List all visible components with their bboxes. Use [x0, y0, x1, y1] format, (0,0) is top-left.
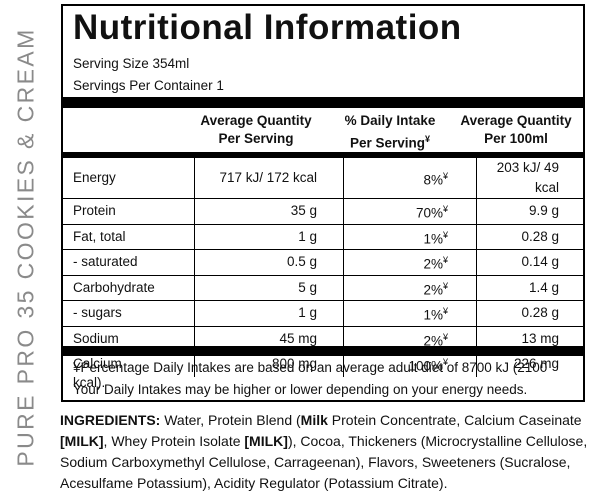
per-serving: 5 g	[194, 274, 344, 301]
servings-per-container: Servings Per Container 1	[73, 78, 224, 93]
daily-value: 1%	[423, 307, 443, 323]
per-100ml: 0.14 g	[476, 249, 583, 275]
nutrient-name: Energy	[73, 170, 116, 185]
nutrient-name: Protein	[63, 198, 195, 224]
ingredient-text: Protein Concentrate, Calcium Caseinate	[327, 412, 582, 428]
per-serving: 0.5 g	[194, 249, 344, 275]
ingredient-text: Water, Protein Blend (	[160, 412, 301, 428]
header-line: Per Serving¥	[325, 130, 455, 153]
header-text: Per 100ml	[484, 131, 548, 146]
nutrient-name: - saturated	[63, 249, 195, 275]
footnote-marker: ¥	[442, 229, 448, 240]
per-serving: 717 kJ/ 172 kcal	[194, 158, 344, 199]
daily-value: 2%	[423, 256, 443, 272]
daily-value: 2%	[423, 333, 443, 348]
title: Nutritional Information	[73, 8, 462, 47]
ingredient-text: , Whey Protein Isolate	[103, 433, 245, 449]
nutrient-name: - sugars	[63, 300, 195, 326]
header-line: Average Quantity	[181, 112, 331, 130]
daily-value: 1%	[423, 231, 443, 246]
header-line: Average Quantity	[451, 112, 581, 130]
footnote-marker: ¥	[442, 255, 448, 265]
footnote-marker: ¥	[442, 306, 448, 316]
nutrient-row: Energy 717 kJ/ 172 kcal 8%¥ 203 kJ/ 49 kcal	[63, 158, 583, 199]
nutrient-row: Carbohydrate 5 g 2%¥ 1.4 g	[63, 274, 583, 301]
daily-intake: 1%¥	[343, 223, 477, 250]
side-label: PURE PRO 35 COOKIES & CREAM	[12, 27, 39, 467]
serving-size: Serving Size 354ml	[73, 56, 190, 71]
header-line: Per Serving	[181, 130, 331, 148]
ingredient-text: INGREDIENTS:	[60, 412, 161, 428]
divider	[63, 152, 583, 158]
daily-value: 2%	[423, 282, 443, 297]
daily-value: 100%	[408, 358, 443, 374]
per-100ml: 0.28 g	[476, 300, 583, 326]
header-line: Per 100ml	[451, 130, 581, 148]
header-text: Per Serving	[349, 135, 426, 151]
nutrient-name: Carbohydrate	[63, 274, 195, 301]
divider	[63, 97, 583, 108]
nutrient-row: Fat, total 1 g 1%¥ 0.28 g	[63, 223, 583, 250]
per-serving: 1 g	[194, 223, 344, 250]
divider	[63, 346, 583, 356]
header-line: % Daily Intake	[325, 112, 455, 130]
header-text: Average Quantity	[460, 113, 572, 128]
daily-intake: 2%¥	[343, 249, 477, 275]
nutrition-panel: Nutritional Information Serving Size 354…	[61, 4, 585, 402]
nutrient-row: Protein 35 g 70%¥ 9.9 g	[63, 198, 583, 224]
header-cell: Average Quantity Per Serving	[181, 112, 331, 148]
nutrient-row: - saturated 0.5 g 2%¥ 0.14 g	[63, 249, 583, 275]
per-serving: 1 g	[194, 300, 344, 326]
ingredient-text: ), Cocoa, Thickeners (Microcrystalline C…	[60, 433, 588, 491]
header-text: Per Serving	[218, 131, 294, 146]
header-cell: % Daily Intake Per Serving¥	[325, 112, 455, 153]
per-100ml: 0.28 g	[476, 223, 583, 250]
per-100ml: 203 kJ/ 49 kcal	[476, 158, 583, 199]
nutrient-row: - sugars 1 g 1%¥ 0.28 g	[63, 300, 583, 326]
footnote-marker: ¥	[442, 331, 448, 342]
per-serving: 35 g	[194, 198, 344, 224]
daily-value: 8%	[423, 172, 443, 188]
footnote-marker: ¥	[442, 357, 448, 367]
per-100ml: 9.9 g	[476, 198, 583, 224]
footnote-marker: ¥	[442, 170, 448, 181]
footnote-line: ¥Percentage Daily Intakes are based on a…	[73, 360, 548, 390]
daily-intake: 8%¥	[343, 158, 477, 199]
daily-intake: 70%¥	[343, 198, 477, 224]
ingredient-text: [MILK]	[60, 433, 104, 449]
daily-value: 70%	[415, 205, 443, 221]
nutrition-table: Energy 717 kJ/ 172 kcal 8%¥ 203 kJ/ 49 kcal…	[63, 158, 583, 377]
nutrient-name: Fat, total	[63, 223, 195, 250]
daily-intake: 1%¥	[343, 300, 477, 326]
header-cell: Average Quantity Per 100ml	[451, 112, 581, 148]
footnote-line: Your Daily Intakes may be higher or lowe…	[73, 382, 528, 397]
ingredients: INGREDIENTS: Water, Protein Blend (Milk …	[60, 410, 595, 494]
ingredient-text: [MILK]	[244, 433, 288, 449]
ingredient-text: Milk	[300, 412, 328, 428]
footnote-marker: ¥	[442, 204, 448, 214]
footnote-marker: ¥	[442, 280, 448, 291]
header-text: Average Quantity	[200, 113, 312, 128]
footnote-marker: ¥	[425, 134, 431, 144]
per-100ml: 1.4 g	[476, 274, 583, 301]
daily-intake: 2%¥	[343, 274, 477, 301]
header-text: % Daily Intake	[344, 113, 436, 128]
